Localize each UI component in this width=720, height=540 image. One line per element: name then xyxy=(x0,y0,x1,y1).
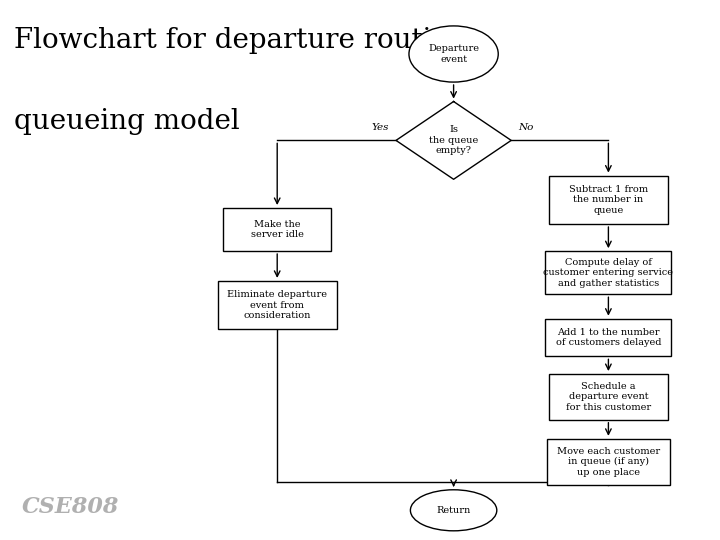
Ellipse shape xyxy=(410,490,497,531)
Bar xyxy=(217,281,337,329)
Text: Is
the queue
empty?: Is the queue empty? xyxy=(429,125,478,156)
Text: Yes: Yes xyxy=(372,123,389,132)
Bar xyxy=(546,251,671,294)
Text: Flowchart for departure routine,: Flowchart for departure routine, xyxy=(14,27,475,54)
Text: Departure
event: Departure event xyxy=(428,44,479,64)
Bar xyxy=(223,208,331,251)
Text: CSE808: CSE808 xyxy=(22,496,119,518)
Text: Eliminate departure
event from
consideration: Eliminate departure event from considera… xyxy=(228,290,327,320)
Bar xyxy=(547,438,670,485)
Text: Compute delay of
customer entering service
and gather statistics: Compute delay of customer entering servi… xyxy=(544,258,673,288)
Text: queueing model: queueing model xyxy=(14,108,240,135)
Text: Return: Return xyxy=(436,506,471,515)
Bar xyxy=(546,319,671,356)
Text: No: No xyxy=(518,123,534,132)
Bar xyxy=(549,176,668,224)
Ellipse shape xyxy=(409,26,498,82)
Bar xyxy=(549,374,668,420)
Text: Subtract 1 from
the number in
queue: Subtract 1 from the number in queue xyxy=(569,185,648,215)
Text: Move each customer
in queue (if any)
up one place: Move each customer in queue (if any) up … xyxy=(557,447,660,477)
Text: Schedule a
departure event
for this customer: Schedule a departure event for this cust… xyxy=(566,382,651,412)
Polygon shape xyxy=(396,102,511,179)
Text: Add 1 to the number
of customers delayed: Add 1 to the number of customers delayed xyxy=(556,328,661,347)
Text: Make the
server idle: Make the server idle xyxy=(251,220,304,239)
